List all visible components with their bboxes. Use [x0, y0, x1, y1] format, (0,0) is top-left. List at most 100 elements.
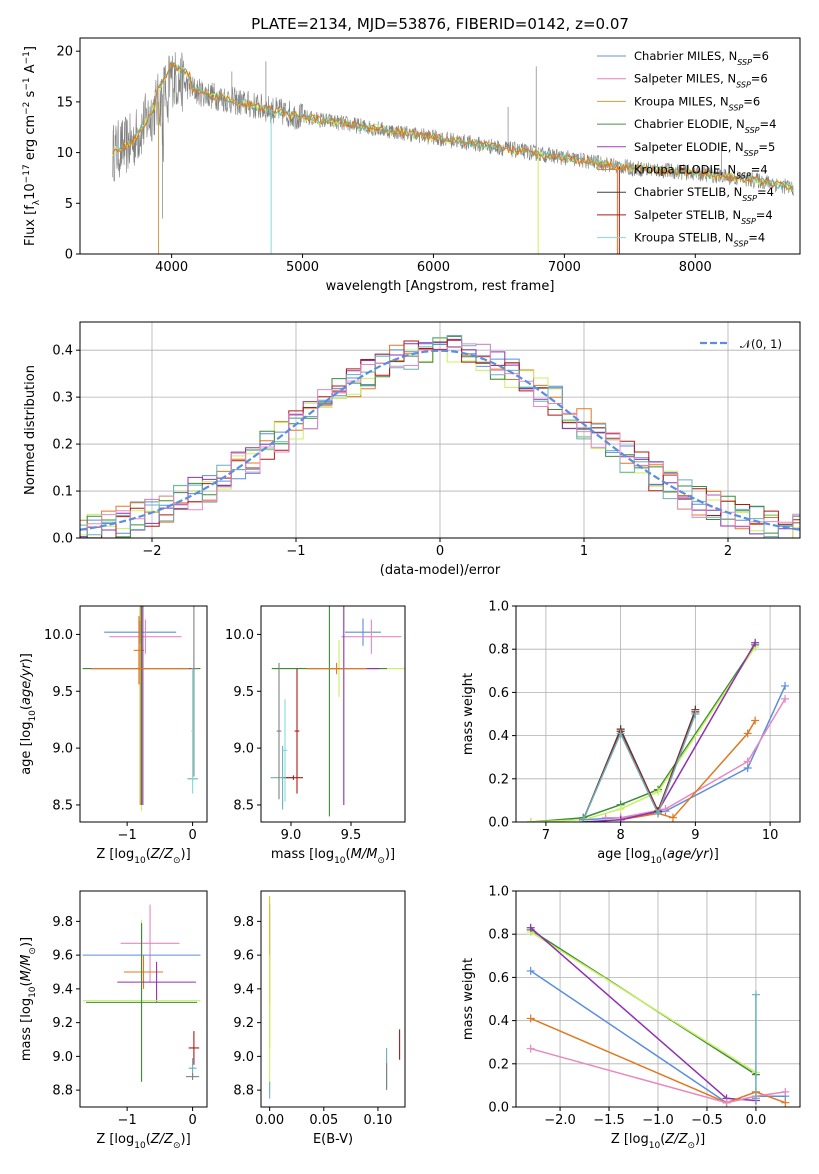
series-line-pink: [530, 1047, 786, 1104]
y-tick-label: 9.0: [233, 742, 254, 757]
x-tick-label: 5000: [286, 260, 319, 275]
label-part: wavelength [Angstrom, rest frame]: [326, 279, 555, 294]
plot-area-age_vs_Z: [82, 606, 201, 811]
x-tick-label: 0: [188, 1113, 196, 1128]
y-tick-label: 0.2: [52, 438, 73, 453]
label-part: =4: [760, 117, 777, 131]
histogram-pink: [80, 343, 800, 531]
label-part: SSP: [729, 103, 744, 112]
axes-spectrum: 4000 5000 6000 7000 8000 0 5 10 15 20 wavelength […: [22, 37, 801, 294]
axes-frame: [79, 37, 801, 255]
x-axis-label: wavelength [Angstrom, rest frame]: [326, 279, 555, 294]
histogram-green: [80, 335, 800, 538]
x-axis-label: E(B-V): [313, 1132, 353, 1147]
x-tick-label: −1: [286, 544, 305, 559]
series-line-Chabrier STELIB: [582, 709, 697, 821]
x-tick-label: −0.5: [691, 1113, 723, 1128]
label-part: Salpeter MILES, N: [634, 72, 736, 86]
y-tick-label: 9.5: [233, 685, 254, 700]
y-tick-label: 0.0: [488, 816, 509, 831]
y-tick-label: 1.0: [488, 885, 509, 900]
label-part: age [log: [597, 847, 650, 862]
x-tick-label: 2: [724, 544, 732, 559]
label-part: −1: [22, 77, 32, 90]
y-tick-label: 9.2: [233, 1016, 254, 1031]
series-line-green: [530, 644, 756, 822]
y-tick-label: 8.5: [52, 798, 73, 813]
label-part: Z/Z: [150, 1132, 174, 1147]
label-part: Chabrier STELIB, N: [634, 185, 742, 199]
data-point-marker: [781, 694, 790, 703]
label-part: =4: [748, 231, 765, 245]
axes-frame: [260, 605, 406, 823]
label-part: (: [660, 1132, 665, 1147]
data-point-marker: [579, 815, 588, 822]
label-part: Z/Z: [664, 1132, 688, 1147]
x-tick-label: 0: [188, 828, 196, 843]
label-part: age/yr: [667, 847, 710, 862]
y-tick-label: 1.0: [488, 600, 509, 615]
label-part: SSP: [737, 58, 752, 67]
x-tick-label: 0.00: [255, 1113, 284, 1128]
label-part: Kroupa MILES, N: [634, 94, 729, 108]
x-tick-label: 9: [691, 828, 699, 843]
y-tick-label: 5: [65, 197, 73, 212]
label-part: (: [346, 847, 351, 862]
y-tick-label: 0.1: [52, 485, 73, 500]
legend-label: Salpeter ELODIE, NSSP=5: [634, 140, 775, 158]
y-tick-label: 9.6: [233, 949, 254, 964]
label-part: mass [log: [271, 847, 334, 862]
label-part: mass weight: [461, 958, 476, 1040]
y-tick-label: 10.0: [44, 628, 73, 643]
label-part: )]: [181, 1132, 191, 1147]
axes-frame: [515, 890, 801, 1108]
data-point-marker: [526, 818, 535, 822]
plot-area-massweight_vs_Z: [526, 923, 790, 1107]
series-line-lime: [530, 931, 757, 1074]
label-part: 10: [134, 1141, 146, 1151]
x-tick-label: 0.0: [746, 1113, 767, 1128]
axes-frame: [515, 605, 801, 823]
label-part: ⊙: [28, 947, 38, 955]
y-tick-label: 0.2: [488, 772, 509, 787]
label-part: )]: [19, 653, 34, 663]
y-tick-label: 8.5: [233, 798, 254, 813]
y-axis-label: mass weight: [461, 958, 476, 1040]
data-point-marker: [751, 990, 760, 999]
label-part: 10: [28, 986, 38, 998]
plot-area-mass_vs_EBV: [269, 896, 401, 1099]
label-part: =4: [751, 163, 768, 177]
x-tick-label: −1.0: [642, 1113, 674, 1128]
label-part: 10: [28, 710, 38, 722]
label-part: SSP: [745, 126, 760, 135]
axes-age_vs_Z: −1 08.59.09.510.0Z [log10(Z/Z⊙)]age [log1…: [19, 605, 208, 866]
y-tick-label: 9.8: [52, 915, 73, 930]
label-part: ]: [23, 46, 38, 51]
label-part: )]: [181, 847, 191, 862]
plot-area-age_vs_mass: [270, 606, 405, 817]
y-tick-label: 10.0: [225, 628, 254, 643]
axes-frame: [79, 605, 208, 823]
gaussian-curve: [80, 349, 800, 531]
data-point-marker: [526, 923, 535, 932]
y-tick-label: 0.4: [488, 729, 509, 744]
label-part: Flux [f: [23, 205, 38, 246]
label-part: SSP: [736, 171, 751, 180]
y-tick-label: 8.8: [233, 1084, 254, 1099]
y-tick-label: 0.3: [52, 391, 73, 406]
legend-label: Chabrier ELODIE, NSSP=4: [634, 117, 776, 135]
legend-label: Salpeter STELIB, NSSP=4: [634, 208, 773, 226]
label-part: ⊙: [173, 856, 181, 866]
series-line-purple: [583, 642, 756, 822]
legend-label: Kroupa MILES, NSSP=6: [634, 94, 760, 112]
legend-label: Kroupa ELODIE, NSSP=4: [634, 163, 768, 181]
model-spectrum-orange: [112, 61, 794, 191]
data-point-marker: [751, 716, 760, 725]
y-tick-label: 0.8: [488, 643, 509, 658]
label-part: Z [log: [96, 847, 134, 862]
label-part: Salpeter STELIB, N: [634, 208, 741, 222]
legend-label: Chabrier STELIB, NSSP=4: [634, 185, 774, 203]
y-tick-label: 9.6: [52, 949, 73, 964]
